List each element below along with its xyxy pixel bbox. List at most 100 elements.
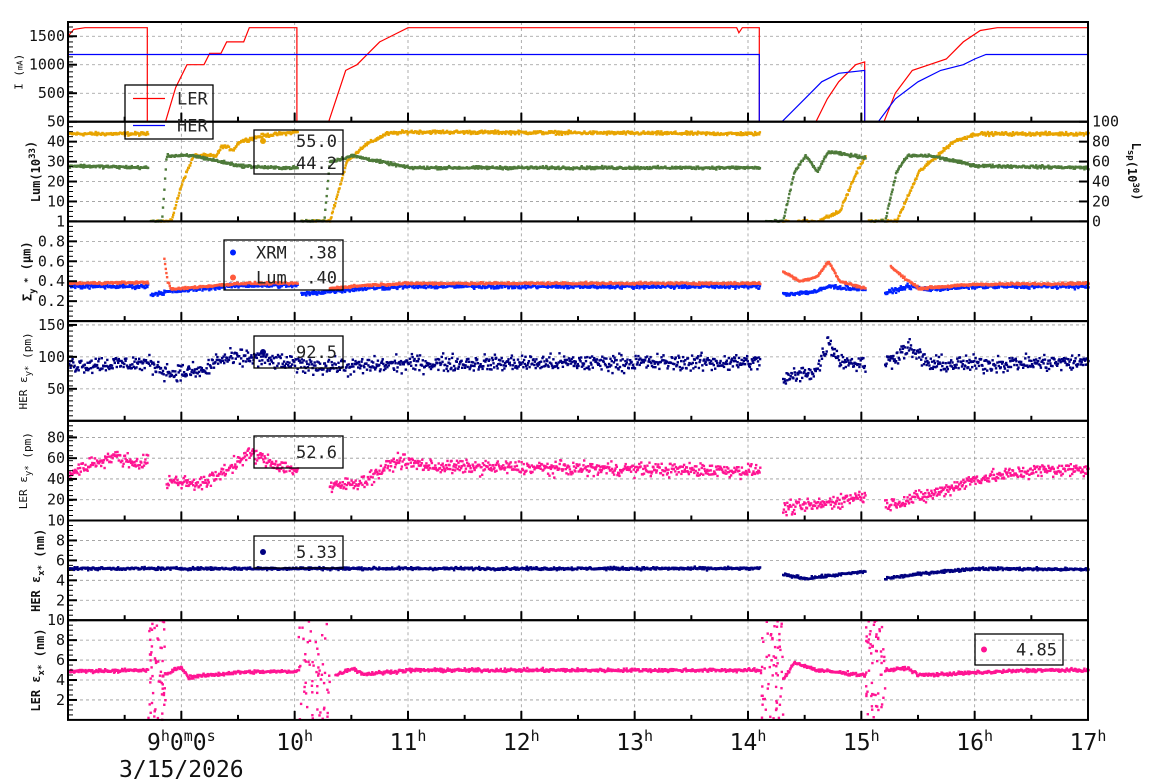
data-point [619, 284, 623, 288]
data-point [500, 286, 504, 289]
data-point [162, 293, 165, 296]
label-part: (10 [1125, 161, 1139, 183]
data-point [673, 165, 677, 169]
data-point [473, 287, 476, 290]
data-point [157, 290, 161, 293]
data-point [546, 286, 549, 289]
data-point [138, 167, 142, 171]
data-point [881, 219, 884, 222]
data-point [631, 285, 634, 288]
data-point [891, 291, 894, 295]
data-point [141, 131, 144, 134]
data-point [146, 280, 149, 283]
data-point [93, 133, 97, 136]
data-point [839, 208, 843, 212]
data-point [619, 132, 623, 135]
data-point [554, 284, 557, 287]
data-point [127, 285, 131, 288]
data-point [854, 155, 858, 158]
data-point [899, 285, 902, 288]
data-point [164, 168, 167, 171]
data-point [614, 286, 617, 289]
data-point [211, 159, 214, 162]
data-point [711, 165, 714, 168]
data-point [571, 168, 575, 171]
data-point [490, 287, 493, 290]
data-point [505, 166, 509, 169]
data-point [76, 282, 80, 286]
data-point [161, 215, 164, 218]
data-point [184, 175, 187, 178]
data-point [699, 286, 702, 289]
data-point [1039, 133, 1043, 136]
data-point [694, 167, 698, 171]
data-point [526, 284, 529, 287]
data-point [670, 167, 673, 170]
data-point [664, 286, 667, 289]
data-point [1005, 286, 1009, 289]
data-point [81, 284, 84, 287]
data-point [203, 154, 206, 158]
data-point [971, 287, 974, 290]
data-point [448, 132, 451, 135]
data-point [349, 289, 352, 292]
data-point [130, 164, 133, 168]
data-point [462, 285, 465, 289]
data-point [661, 133, 664, 136]
data-point [260, 132, 263, 136]
data-point [506, 285, 509, 288]
data-point [144, 166, 147, 169]
data-point [111, 282, 114, 285]
data-point [221, 146, 225, 150]
data-point [824, 156, 827, 159]
data-point [937, 154, 940, 157]
data-point [972, 163, 975, 166]
data-point [609, 285, 612, 288]
data-point [901, 288, 904, 291]
data-point [898, 287, 901, 290]
data-point [838, 153, 841, 156]
data-point [487, 165, 490, 169]
data-point [894, 291, 898, 294]
label-part: Lum(10 [29, 159, 43, 202]
data-point [1028, 131, 1032, 135]
data-point [341, 173, 345, 177]
data-point [348, 285, 351, 288]
data-point [133, 133, 136, 136]
series-lum [68, 257, 1090, 291]
data-point [511, 284, 515, 287]
data-point [734, 167, 737, 170]
data-point [758, 166, 762, 170]
data-point [246, 138, 250, 141]
data-point [650, 284, 653, 288]
data-point [692, 285, 695, 288]
data-point [134, 130, 137, 134]
data-point [647, 130, 650, 134]
data-point [758, 131, 762, 134]
data-point [1081, 132, 1085, 135]
data-point [182, 178, 185, 182]
data-point [406, 284, 409, 287]
data-point [926, 160, 930, 163]
data-point [886, 292, 889, 296]
data-point [435, 166, 439, 169]
data-point [680, 133, 683, 136]
data-point [416, 286, 419, 290]
data-point [1073, 167, 1077, 170]
data-point [422, 284, 425, 288]
data-point [1047, 164, 1050, 167]
data-point [844, 284, 847, 287]
data-point [513, 165, 516, 169]
data-point [263, 284, 266, 287]
data-point [711, 132, 715, 136]
data-point [142, 282, 146, 285]
data-point [247, 140, 250, 143]
data-point [433, 129, 436, 132]
label-part: 30 [1130, 182, 1140, 193]
data-point [467, 131, 470, 134]
data-point [656, 164, 660, 168]
data-point [1060, 132, 1063, 136]
data-point [402, 286, 405, 289]
y-tick-label: 1000 [29, 56, 65, 74]
data-point [267, 283, 271, 286]
